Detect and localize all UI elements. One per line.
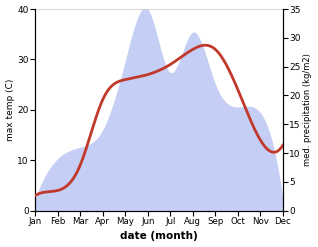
X-axis label: date (month): date (month) [120, 231, 198, 242]
Y-axis label: max temp (C): max temp (C) [5, 79, 15, 141]
Y-axis label: med. precipitation (kg/m2): med. precipitation (kg/m2) [303, 53, 313, 166]
